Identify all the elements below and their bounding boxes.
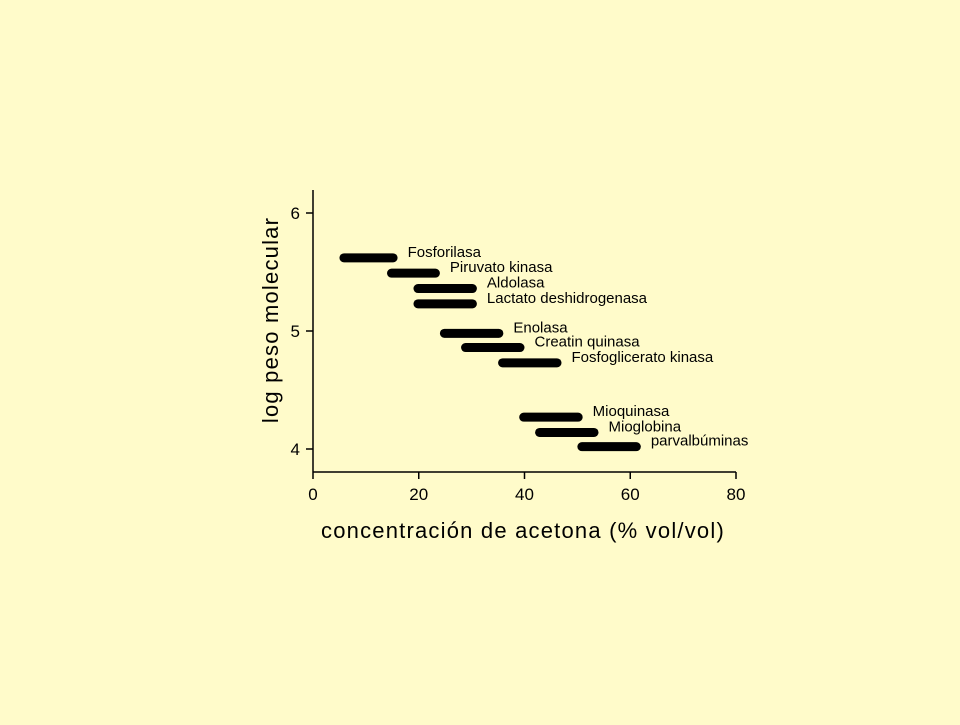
bar-label: Mioquinasa [593,403,670,420]
bar-label: Mioglobina [609,418,682,435]
x-tick-label: 0 [308,485,317,504]
x-tick-label: 80 [727,485,746,504]
x-ticks: 0 20 40 60 80 [308,472,745,504]
range-bar [387,268,440,278]
range-bar [519,412,583,422]
bar-label: Fosfoglicerato kinasa [572,349,714,366]
bar-label: Aldolasa [487,275,545,292]
y-tick-label: 6 [291,204,300,223]
y-ticks: 4 5 6 [291,204,313,459]
bar-label: Enolasa [513,319,568,336]
bar-label: Fosforilasa [408,244,482,261]
y-tick-label: 5 [291,322,300,341]
y-axis-title: log peso molecular [258,217,283,423]
range-bar [413,284,477,294]
range-bar [461,343,525,353]
range-bar [535,427,599,437]
range-bar [498,358,562,368]
bar-label: Lactato deshidrogenasa [487,290,648,307]
bar-label: parvalbúminas [651,433,749,450]
y-tick-label: 4 [291,440,300,459]
x-axis-title: concentración de acetona (% vol/vol) [321,518,725,543]
bar-label: Piruvato kinasa [450,259,553,276]
bars [339,253,641,452]
range-bar [413,299,477,309]
range-bar [439,328,504,338]
x-tick-label: 60 [621,485,640,504]
x-tick-label: 40 [515,485,534,504]
range-bar [577,442,641,452]
x-tick-label: 20 [409,485,428,504]
bar-label: Creatin quinasa [535,334,641,351]
range-bar [339,253,398,263]
